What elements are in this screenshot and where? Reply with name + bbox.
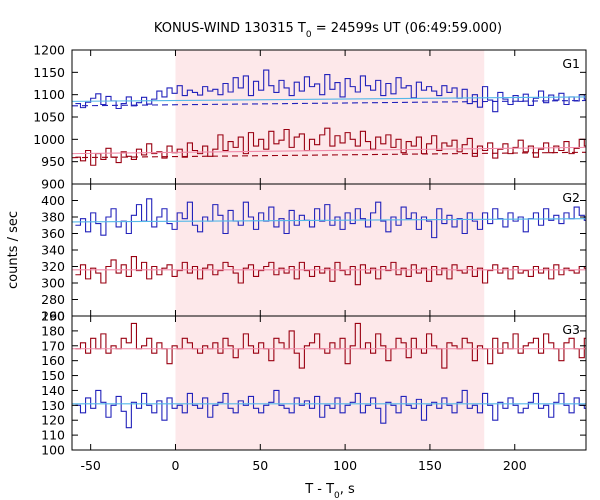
- data-layer: [72, 198, 586, 286]
- source-interval-shade: [175, 184, 485, 316]
- series-red-histogram: [75, 127, 586, 166]
- x-tick-label: 100: [333, 458, 357, 473]
- series-blue-histogram: [75, 198, 586, 239]
- y-tick-label: 160: [41, 353, 65, 368]
- panel-label: G3: [562, 322, 580, 337]
- y-tick-label: 1200: [33, 43, 65, 58]
- panel-label: G2: [562, 190, 580, 205]
- y-tick-label: 110: [41, 428, 65, 443]
- y-tick-label: 320: [41, 259, 65, 274]
- series-blue-dashed-fit: [72, 99, 586, 107]
- y-tick-label: 260: [41, 309, 65, 324]
- panel-label: G1: [562, 56, 580, 71]
- chart-title: KONUS-WIND 130315 T0 = 24599s UT (06:49:…: [154, 21, 502, 40]
- y-tick-label: 130: [41, 398, 65, 413]
- y-tick-label: 150: [41, 368, 65, 383]
- source-interval-shade: [175, 50, 485, 184]
- y-tick-label: 300: [41, 276, 65, 291]
- x-tick-label: 50: [252, 458, 268, 473]
- y-tick-label: 140: [41, 383, 65, 398]
- series-cyan-fit: [72, 96, 586, 102]
- y-tick-label: 400: [41, 193, 65, 208]
- panel-g1: 900 950 1000 1050 1100 1150 1200 G1: [33, 43, 587, 192]
- y-axis-label: counts / sec: [6, 211, 21, 289]
- data-layer: [72, 322, 586, 429]
- series-red-histogram: [75, 256, 586, 286]
- x-tick-label: -50: [80, 458, 100, 473]
- y-tick-label: 180: [41, 323, 65, 338]
- panel-frame: [71, 315, 587, 451]
- y-tick-label: 340: [41, 243, 65, 258]
- y-tick-label: 950: [41, 154, 65, 169]
- y-tick-label: 1150: [33, 65, 65, 80]
- series-red-dashed-fit: [72, 151, 586, 159]
- plot-panels: 90095010001050110011501200G1260280300320…: [33, 43, 587, 473]
- y-tick-label: 1000: [33, 132, 65, 147]
- y-tick-label: 190: [41, 309, 65, 324]
- x-tick-label: 200: [503, 458, 527, 473]
- series-pink-fit: [72, 146, 586, 155]
- x-tick-label: 0: [172, 458, 180, 473]
- y-tick-label: 170: [41, 338, 65, 353]
- series-blue-histogram: [75, 389, 586, 429]
- series-red-histogram: [75, 322, 586, 369]
- y-tick-label: 1050: [33, 110, 65, 125]
- y-tick-label: 280: [41, 292, 65, 307]
- data-layer: [72, 69, 586, 166]
- y-tick-label: 1100: [33, 87, 65, 102]
- y-tick-label: 900: [41, 177, 65, 192]
- series-cyan-fit: [72, 218, 586, 223]
- x-tick-label: 150: [418, 458, 442, 473]
- y-tick-label: 100: [41, 443, 65, 458]
- x-axis-label: T - T0, s: [304, 482, 355, 500]
- y-tick-label: 360: [41, 226, 65, 241]
- series-blue-histogram: [75, 69, 586, 113]
- y-tick-label: 380: [41, 210, 65, 225]
- source-interval-shade: [175, 316, 485, 450]
- y-tick-label: 120: [41, 413, 65, 428]
